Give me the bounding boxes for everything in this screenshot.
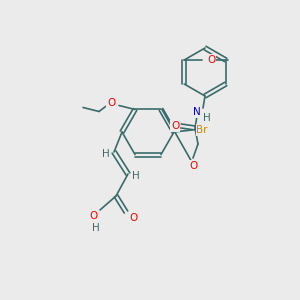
Text: N: N <box>193 107 201 117</box>
Text: O: O <box>189 161 197 171</box>
Text: H: H <box>102 149 110 159</box>
Text: O: O <box>171 121 179 131</box>
Text: H: H <box>92 223 100 233</box>
Text: Br: Br <box>196 125 208 135</box>
Text: O: O <box>107 98 115 109</box>
Text: O: O <box>90 211 98 221</box>
Text: H: H <box>203 113 211 123</box>
Text: O: O <box>129 213 137 223</box>
Text: H: H <box>132 171 140 181</box>
Text: O: O <box>207 55 215 65</box>
